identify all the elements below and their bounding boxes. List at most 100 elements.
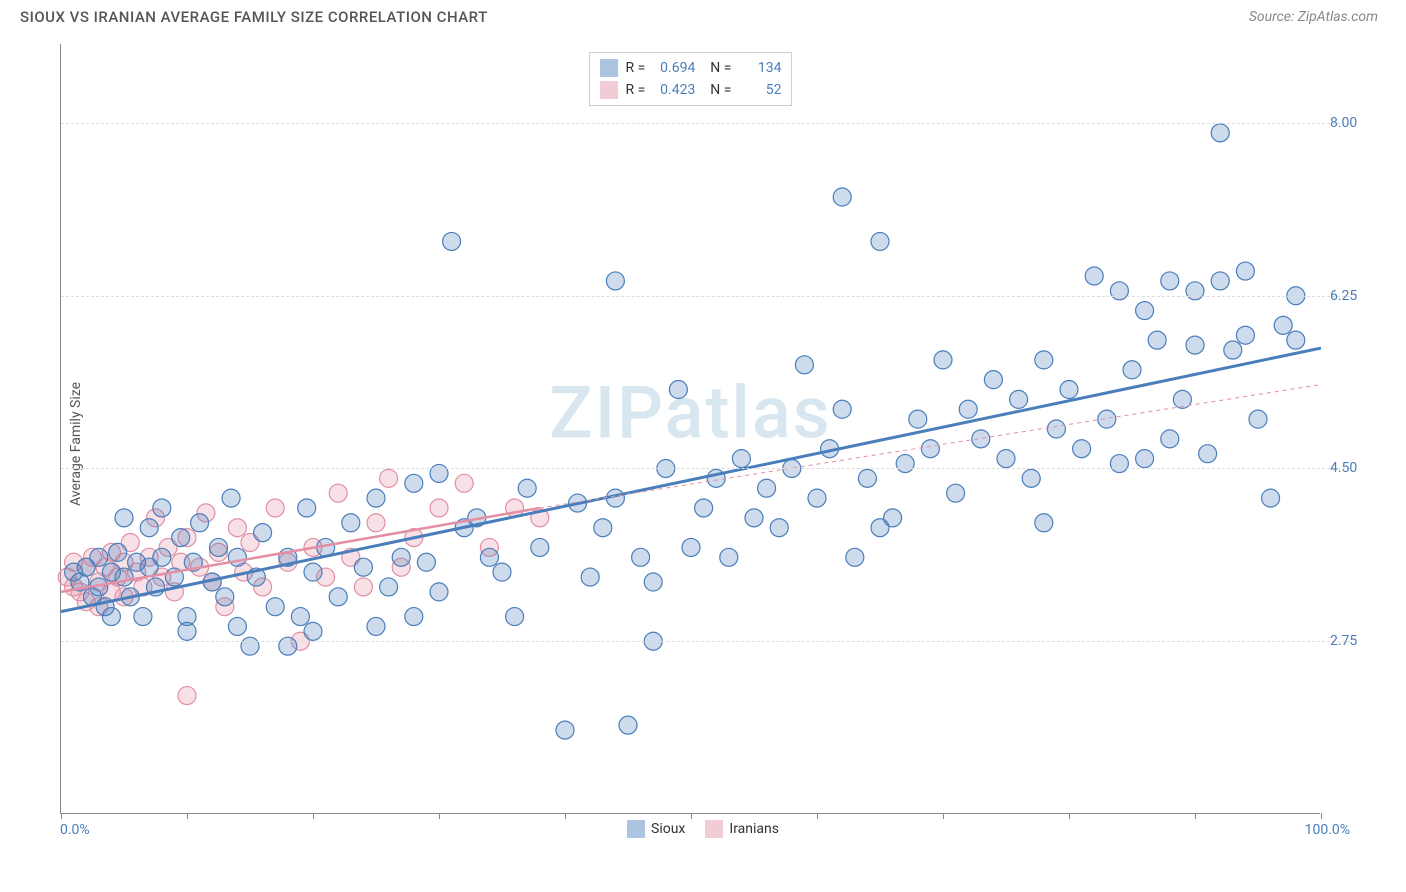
marker-sioux bbox=[581, 568, 599, 586]
marker-sioux bbox=[329, 588, 347, 606]
marker-sioux bbox=[417, 553, 435, 571]
marker-sioux bbox=[896, 455, 914, 473]
source-label: Source: ZipAtlas.com bbox=[1249, 9, 1378, 25]
marker-sioux bbox=[90, 548, 108, 566]
marker-iranians bbox=[178, 687, 196, 705]
marker-sioux bbox=[1236, 262, 1254, 280]
stat-n-sioux: 134 bbox=[739, 60, 781, 76]
marker-sioux bbox=[216, 588, 234, 606]
marker-sioux bbox=[909, 410, 927, 428]
marker-sioux bbox=[1098, 410, 1116, 428]
legend-item-sioux: Sioux bbox=[627, 820, 685, 838]
marker-sioux bbox=[1186, 282, 1204, 300]
chart-area: Average Family Size ZIPatlas R = 0.694 N… bbox=[20, 34, 1386, 854]
marker-sioux bbox=[1161, 430, 1179, 448]
marker-sioux bbox=[606, 272, 624, 290]
marker-sioux bbox=[367, 489, 385, 507]
marker-sioux bbox=[1161, 272, 1179, 290]
marker-sioux bbox=[354, 558, 372, 576]
marker-sioux bbox=[430, 464, 448, 482]
stat-r-label: R = bbox=[626, 82, 646, 98]
marker-sioux bbox=[619, 716, 637, 734]
ytick-label: 2.75 bbox=[1330, 633, 1380, 649]
trendline-sioux bbox=[61, 348, 1321, 612]
marker-sioux bbox=[1224, 341, 1242, 359]
marker-sioux bbox=[884, 509, 902, 527]
marker-sioux bbox=[531, 538, 549, 556]
marker-sioux bbox=[1199, 445, 1217, 463]
marker-iranians bbox=[329, 484, 347, 502]
marker-sioux bbox=[222, 489, 240, 507]
stat-r-iranians: 0.423 bbox=[653, 82, 695, 98]
marker-sioux bbox=[921, 440, 939, 458]
marker-sioux bbox=[1073, 440, 1091, 458]
marker-sioux bbox=[443, 232, 461, 250]
marker-sioux bbox=[304, 563, 322, 581]
series-legend: Sioux Iranians bbox=[627, 820, 779, 838]
marker-sioux bbox=[632, 548, 650, 566]
marker-sioux bbox=[291, 608, 309, 626]
legend-label-sioux: Sioux bbox=[651, 821, 685, 837]
legend-label-iranians: Iranians bbox=[729, 821, 779, 837]
stat-n-label: N = bbox=[703, 60, 731, 76]
marker-sioux bbox=[1010, 390, 1028, 408]
marker-sioux bbox=[732, 450, 750, 468]
marker-sioux bbox=[758, 479, 776, 497]
scatter-svg bbox=[61, 44, 1320, 813]
marker-sioux bbox=[1123, 361, 1141, 379]
stat-n-iranians: 52 bbox=[739, 82, 781, 98]
marker-sioux bbox=[808, 489, 826, 507]
marker-sioux bbox=[1022, 469, 1040, 487]
marker-sioux bbox=[298, 499, 316, 517]
ytick-label: 4.50 bbox=[1330, 460, 1380, 476]
marker-sioux bbox=[367, 617, 385, 635]
marker-iranians bbox=[380, 469, 398, 487]
ytick-label: 6.25 bbox=[1330, 288, 1380, 304]
marker-sioux bbox=[241, 637, 259, 655]
marker-sioux bbox=[228, 548, 246, 566]
marker-sioux bbox=[172, 529, 190, 547]
marker-sioux bbox=[1148, 331, 1166, 349]
legend-swatch-sioux bbox=[627, 820, 645, 838]
marker-sioux bbox=[959, 400, 977, 418]
marker-sioux bbox=[493, 563, 511, 581]
marker-sioux bbox=[1035, 351, 1053, 369]
marker-sioux bbox=[997, 450, 1015, 468]
marker-sioux bbox=[380, 578, 398, 596]
marker-sioux bbox=[342, 514, 360, 532]
marker-sioux bbox=[1186, 336, 1204, 354]
marker-sioux bbox=[518, 479, 536, 497]
marker-sioux bbox=[1060, 381, 1078, 399]
marker-sioux bbox=[1262, 489, 1280, 507]
stat-r-label: R = bbox=[626, 60, 646, 76]
marker-sioux bbox=[1211, 272, 1229, 290]
marker-sioux bbox=[228, 617, 246, 635]
marker-sioux bbox=[392, 548, 410, 566]
x-max-label: 100.0% bbox=[1305, 822, 1350, 838]
legend-item-iranians: Iranians bbox=[705, 820, 779, 838]
marker-sioux bbox=[405, 608, 423, 626]
marker-sioux bbox=[191, 514, 209, 532]
legend-swatch-iranians bbox=[705, 820, 723, 838]
marker-sioux bbox=[594, 519, 612, 537]
marker-sioux bbox=[1236, 326, 1254, 344]
marker-sioux bbox=[153, 548, 171, 566]
marker-sioux bbox=[1047, 420, 1065, 438]
marker-sioux bbox=[858, 469, 876, 487]
swatch-sioux bbox=[600, 59, 618, 77]
marker-sioux bbox=[506, 608, 524, 626]
marker-sioux bbox=[102, 608, 120, 626]
marker-sioux bbox=[934, 351, 952, 369]
marker-sioux bbox=[833, 188, 851, 206]
stat-row-iranians: R = 0.423 N = 52 bbox=[600, 79, 782, 101]
marker-iranians bbox=[430, 499, 448, 517]
marker-iranians bbox=[266, 499, 284, 517]
marker-sioux bbox=[140, 519, 158, 537]
plot-region: ZIPatlas R = 0.694 N = 134 R = 0.423 N =… bbox=[60, 44, 1320, 814]
marker-sioux bbox=[430, 583, 448, 601]
marker-sioux bbox=[871, 232, 889, 250]
ytick-label: 8.00 bbox=[1330, 115, 1380, 131]
marker-sioux bbox=[745, 509, 763, 527]
chart-title: SIOUX VS IRANIAN AVERAGE FAMILY SIZE COR… bbox=[20, 8, 488, 26]
marker-sioux bbox=[304, 622, 322, 640]
